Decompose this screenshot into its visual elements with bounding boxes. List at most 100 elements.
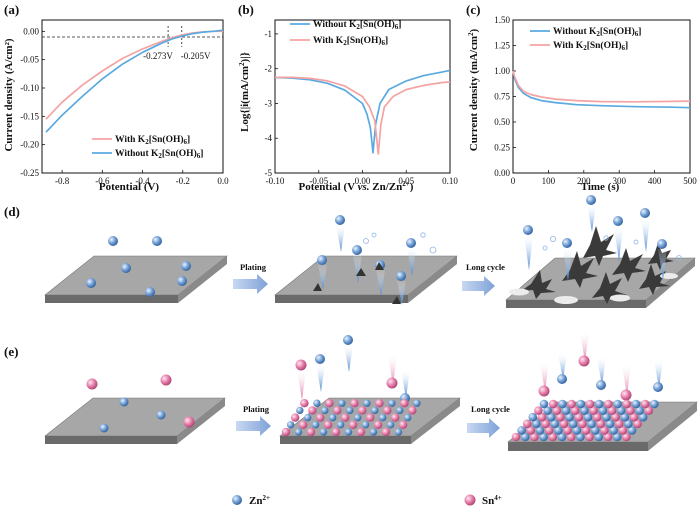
chart-c-ytick-label: 0.25	[494, 143, 510, 153]
zn-ion-cone	[396, 271, 406, 305]
zn-ion	[319, 428, 328, 436]
legend-b-with-sub6: 6	[382, 39, 386, 47]
zn-ion	[631, 399, 641, 409]
sn-ion	[567, 399, 576, 409]
chart-c-series-with	[512, 70, 691, 103]
zn-ion-cone	[335, 215, 345, 252]
zn-ion-cone	[315, 354, 325, 392]
chart-c-ytick-label: 0.00	[494, 168, 510, 178]
zn-ion	[594, 399, 604, 409]
legend-c-without-close: ]	[638, 27, 641, 37]
sn-ion	[281, 427, 291, 437]
zn-ion-cone	[586, 195, 596, 232]
sn-ion	[381, 427, 391, 437]
zn-ion	[543, 406, 552, 415]
sn-ion	[544, 426, 554, 435]
zn-ion-cone	[400, 370, 410, 403]
legend-c-with-sub2: 2	[583, 44, 587, 52]
sn-ion	[614, 419, 624, 429]
zn-ion	[344, 428, 353, 436]
dendrite-nucleus	[356, 268, 366, 276]
chart-a-ytick-label: -0.15	[20, 111, 39, 121]
chart-b-ytick-label: -1	[265, 29, 273, 39]
chart-b: Log{|i(mA/cm2)|} Potential (V vs. Zn/Zn2…	[238, 19, 458, 193]
sn-ion	[589, 406, 598, 415]
sn-ion	[373, 420, 383, 429]
chart-b-ytick-label: -4	[265, 133, 273, 143]
chart-c-ytick-label: 1.50	[494, 15, 510, 25]
chart-a-xtick-label: -0.8	[55, 176, 70, 186]
chart-a-xtick-label: 0.0	[217, 176, 229, 186]
legend-b-without-formula: [Sn(OH)	[360, 19, 395, 30]
sn-ion	[618, 426, 628, 435]
chart-b-xtick-label: -0.05	[309, 176, 328, 186]
sn-ion	[622, 432, 631, 442]
sn-ion	[644, 406, 654, 415]
sn-ion	[552, 406, 562, 415]
legend-a-without: Without K2[Sn(OH)6]	[115, 148, 203, 160]
substrate-plate	[274, 255, 458, 303]
sn-ion	[585, 432, 594, 442]
legend-b-with-prefix: With K	[313, 36, 344, 46]
zn-ion	[177, 276, 187, 286]
zn-ion-cone	[406, 238, 416, 276]
sn-ion	[541, 419, 550, 429]
bubble	[363, 238, 369, 244]
zn-ion	[627, 426, 637, 435]
sn-ion	[522, 419, 532, 429]
chart-c-xtick-label: 400	[648, 176, 662, 186]
zn-ion	[583, 412, 593, 422]
sn-ion-cone	[386, 355, 398, 389]
long-cycle-label: Long cycle	[466, 262, 505, 272]
chart-b-xlabel: Potential (V vs. Zn/Zn2+)	[299, 180, 414, 193]
ion-legend: Zn2+ Sn4+	[232, 494, 502, 507]
zn-ion	[311, 421, 320, 429]
chart-b-ytick-label: -3	[265, 98, 273, 108]
sn-ion	[548, 432, 558, 442]
zn-ion	[550, 419, 560, 429]
zn-ion	[152, 236, 162, 246]
sn-ion	[548, 399, 558, 409]
zn-ion	[99, 423, 109, 433]
chart-b-xtick-label: 0.05	[398, 176, 414, 186]
sn-ion	[398, 420, 408, 429]
long-cycle-arrow: Long cycle	[462, 262, 505, 296]
zn-ion	[557, 432, 567, 442]
sn-ion	[578, 419, 587, 429]
zn-ion	[532, 419, 541, 429]
zn-ion	[539, 432, 548, 442]
legend-c-without-formula: [Sn(OH)	[600, 26, 635, 37]
plating-arrow: Plating	[233, 262, 268, 294]
zn-ion	[520, 432, 530, 442]
zn-ion	[181, 261, 191, 271]
zn-ion	[558, 399, 567, 409]
zn-ion-cone	[523, 225, 533, 270]
zn-ion	[369, 428, 378, 436]
sn-ion	[356, 427, 366, 437]
sn-ion	[640, 399, 650, 409]
zn-ion	[546, 412, 556, 422]
chart-c-ytick-label: 1.00	[494, 66, 510, 76]
legend-a-with-sub2: 2	[145, 138, 149, 146]
zn-ion	[404, 413, 412, 422]
sn-ion-legend-label: Sn4+	[482, 494, 502, 507]
sn-ion	[581, 426, 591, 435]
sn-ion	[300, 399, 309, 408]
dead-zn-patch	[610, 294, 630, 302]
zn-ion	[638, 412, 648, 422]
chart-b-ytick-label: -5	[265, 168, 273, 178]
sn-ion-legend-symbol: Sn	[482, 495, 494, 507]
zn-ion	[612, 432, 622, 442]
schematic-row-e: Plating Long cycle	[44, 332, 698, 451]
legend-b-with-sub2: 2	[343, 39, 347, 47]
chart-a-ytick-label: -0.25	[20, 168, 39, 178]
legend-b-without-sub2: 2	[356, 23, 360, 31]
sn-ion	[86, 378, 98, 390]
zn-ion	[580, 406, 589, 415]
zn-ion	[336, 421, 345, 429]
sn-ion	[596, 419, 606, 429]
legend-a-without-close: ]	[200, 149, 203, 159]
substrate-plate	[44, 397, 226, 444]
sn-ion	[604, 399, 613, 409]
zn-ion	[361, 421, 370, 429]
